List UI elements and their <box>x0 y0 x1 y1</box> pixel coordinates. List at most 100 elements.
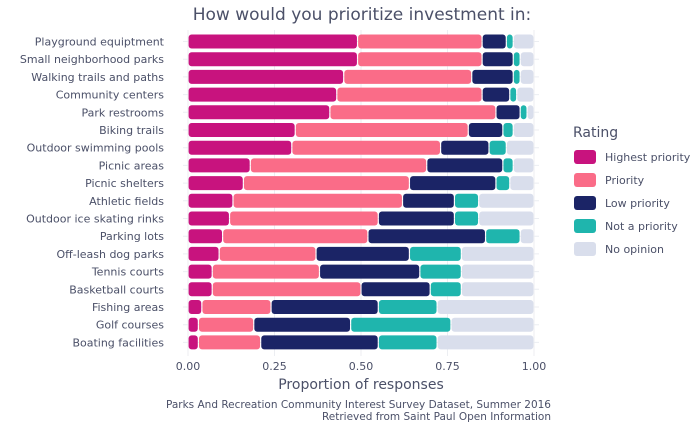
bar-segment <box>212 264 319 279</box>
bar-segment <box>316 246 409 261</box>
category-labels: Playground equiptment Small neighborhood … <box>20 36 165 350</box>
bar-segment <box>513 34 534 49</box>
bar-segment <box>188 335 198 350</box>
bar-segment <box>461 282 534 297</box>
bar-segment <box>472 69 513 84</box>
category-label: Outdoor swimming pools <box>27 142 165 155</box>
bar-segment <box>513 52 520 67</box>
bar-segment <box>520 229 534 244</box>
bar-segment <box>271 300 378 314</box>
legend-swatch <box>574 173 596 187</box>
caption-line-1: Parks And Recreation Community Interest … <box>166 399 551 411</box>
category-label: Athletic fields <box>89 195 164 208</box>
bar-segment <box>188 105 330 120</box>
x-tick-label: 0.00 <box>176 360 201 373</box>
bar-segment <box>188 52 357 67</box>
bar-segment <box>517 87 534 102</box>
bar-segment <box>230 211 378 226</box>
bar-segment <box>513 69 520 84</box>
bar-segment <box>351 317 451 332</box>
x-tick-label: 1.00 <box>522 360 547 373</box>
bar-segment <box>486 229 520 244</box>
bar-segment <box>188 246 219 261</box>
bar-segment <box>510 87 517 102</box>
category-label: Park restrooms <box>81 106 164 119</box>
bar-segment <box>520 105 527 120</box>
bar-segment <box>368 229 485 244</box>
bar-segment <box>461 246 534 261</box>
category-label: Walking trails and paths <box>31 71 164 84</box>
bar-segment <box>212 282 361 297</box>
bar-segment <box>513 123 534 137</box>
bar-segment <box>410 246 461 261</box>
bar-segment <box>233 193 402 208</box>
bar-segment <box>527 105 534 120</box>
bar-segment <box>330 105 496 120</box>
bar-segment <box>198 317 254 332</box>
bar-segment <box>320 264 420 279</box>
x-tick-labels: 0.00 0.25 0.50 0.75 1.00 <box>176 360 547 373</box>
bar-segment <box>188 69 344 84</box>
bar-segment <box>188 193 233 208</box>
legend-swatch <box>574 242 596 256</box>
bar-segment <box>461 264 534 279</box>
bar-segment <box>513 158 534 173</box>
category-label: Fishing areas <box>92 301 164 314</box>
bar-segment <box>482 34 506 49</box>
bar-segment <box>420 264 461 279</box>
legend-label: Priority <box>605 174 645 187</box>
x-tick-label: 0.75 <box>435 360 460 373</box>
category-label: Boating facilities <box>72 336 164 349</box>
bar-segment <box>337 87 482 102</box>
bars <box>188 34 534 350</box>
bar-segment <box>188 176 243 191</box>
caption-line-2: Retrieved from Saint Paul Open Informati… <box>322 411 551 423</box>
bar-segment <box>455 193 479 208</box>
category-label: Small neighborhood parks <box>20 53 164 66</box>
bar-segment <box>506 34 513 49</box>
bar-segment <box>520 69 534 84</box>
bar-segment <box>437 335 534 350</box>
bar-segment <box>188 123 295 137</box>
bar-segment <box>295 123 468 137</box>
bar-segment <box>378 211 454 226</box>
bar-segment <box>292 140 440 155</box>
bar-segment <box>188 87 337 102</box>
bar-segment <box>223 229 368 244</box>
bar-segment <box>403 193 454 208</box>
bar-segment <box>468 123 503 137</box>
bar-segment <box>219 246 316 261</box>
legend-label: Low priority <box>605 197 670 210</box>
bar-segment <box>410 176 496 191</box>
legend-swatch <box>574 150 596 164</box>
legend-swatch <box>574 219 596 233</box>
category-label: Tennis courts <box>91 266 164 279</box>
legend-label: Highest priority <box>605 151 691 164</box>
category-label: Picnic areas <box>99 159 165 172</box>
category-label: Parking lots <box>100 230 164 243</box>
legend-title: Rating <box>573 125 618 141</box>
x-axis-label: Proportion of responses <box>278 377 444 393</box>
category-label: Off-leash dog parks <box>56 248 164 261</box>
bar-segment <box>482 87 510 102</box>
bar-segment <box>358 34 482 49</box>
bar-segment <box>188 158 250 173</box>
bar-segment <box>250 158 427 173</box>
category-label: Basketball courts <box>69 283 164 296</box>
bar-segment <box>361 282 430 297</box>
bar-segment <box>451 317 534 332</box>
bar-segment <box>479 211 534 226</box>
bar-segment <box>202 300 271 314</box>
bar-segment <box>188 229 222 244</box>
bar-segment <box>188 264 212 279</box>
legend: Rating Highest priority Priority Low prior… <box>573 125 691 256</box>
bar-segment <box>254 317 351 332</box>
bar-segment <box>520 52 534 67</box>
bar-segment <box>430 282 461 297</box>
bar-segment <box>188 211 229 226</box>
x-tick-label: 0.50 <box>349 360 374 373</box>
legend-swatch <box>574 196 596 210</box>
bar-segment <box>506 140 534 155</box>
category-label: Golf courses <box>96 319 164 332</box>
bar-segment <box>188 282 212 297</box>
